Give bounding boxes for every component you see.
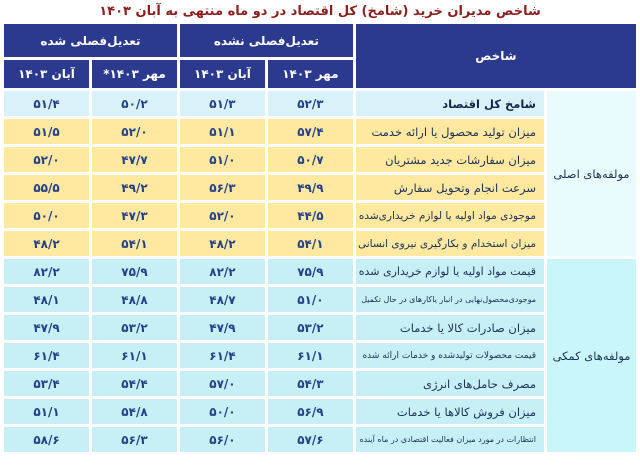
value-cell: ۵۲/۳ [267, 91, 353, 116]
value-cell: ۵۰/۰ [4, 203, 89, 228]
value-cell: ۴۷/۳ [92, 203, 177, 228]
row-label: شامخ کل اقتصاد [355, 91, 544, 116]
value-cell: ۵۴/۳ [267, 371, 353, 396]
value-cell: ۵۷/۶ [267, 427, 353, 452]
table-row: موجودی‌محصول‌نهایی در انبار یاکارهای در … [4, 287, 636, 312]
value-cell: ۵۴/۱ [92, 231, 177, 256]
table-row: میزان سفارشات جدید مشتریان ۵۰/۷ ۵۱/۰ ۴۷/… [4, 147, 636, 172]
row-label: موجودی مواد اولیه یا لوازم خریداری‌شده [355, 203, 544, 228]
value-cell: ۵۱/۱ [179, 119, 265, 144]
header-row-months: مهر ۱۴۰۳ آبان ۱۴۰۳ مهر ۱۴۰۳* آبان ۱۴۰۳ [4, 60, 636, 88]
group-cell-auxiliary: مولفه‌های کمکی [547, 259, 636, 452]
value-cell: ۴۹/۹ [267, 175, 353, 200]
value-cell: ۵۲/۰ [92, 119, 177, 144]
table-row: انتظارات در مورد میزان فعالیت اقتصادی در… [4, 427, 636, 452]
value-cell: ۴۸/۲ [4, 231, 89, 256]
table-row: میزان استخدام و بکارگیری نیروی انسانی ۵۴… [4, 231, 636, 256]
value-cell: ۵۲/۰ [4, 147, 89, 172]
header-col-aban-adjusted: آبان ۱۴۰۳ [4, 60, 89, 88]
value-cell: ۴۷/۹ [179, 315, 265, 340]
row-label: موجودی‌محصول‌نهایی در انبار یاکارهای در … [355, 287, 544, 312]
value-cell: ۵۶/۰ [179, 427, 265, 452]
value-cell: ۴۸/۷ [179, 287, 265, 312]
value-cell: ۵۳/۴ [4, 371, 89, 396]
value-cell: ۵۶/۹ [267, 399, 353, 424]
table-row: میزان صادرات کالا یا خدمات ۵۳/۲ ۴۷/۹ ۵۳/… [4, 315, 636, 340]
table-row: مولفه‌های کمکی قیمت مواد اولیه یا لوازم … [4, 259, 636, 452]
value-cell: ۴۸/۲ [179, 231, 265, 256]
value-cell: ۵۱/۰ [179, 147, 265, 172]
value-cell: ۵۶/۳ [92, 427, 177, 452]
value-cell: ۵۴/۱ [267, 231, 353, 256]
value-cell: ۸۲/۲ [4, 259, 89, 284]
value-cell: ۵۴/۸ [92, 399, 177, 424]
header-index: شاخص [355, 24, 636, 88]
row-label: قیمت محصولات تولیدشده و خدمات ارائه شده [355, 343, 544, 368]
value-cell: ۴۹/۲ [92, 175, 177, 200]
page-title: شاخص مدیران خرید (شامخ) کل اقتصاد در دو … [99, 4, 541, 19]
header-group-unadjusted: تعدیل‌فصلی نشده [179, 24, 353, 57]
table-row: میزان فروش کالاها یا خدمات ۵۶/۹ ۵۰/۰ ۵۴/… [4, 399, 636, 424]
row-label: سرعت انجام وتحویل سفارش [355, 175, 544, 200]
value-cell: ۵۷/۰ [179, 371, 265, 396]
value-cell: ۵۰/۲ [92, 91, 177, 116]
value-cell: ۵۱/۴ [4, 91, 89, 116]
value-cell: ۶۱/۴ [4, 343, 89, 368]
header-col-mehr-adjusted: مهر ۱۴۰۳* [92, 60, 177, 88]
value-cell: ۵۷/۴ [267, 119, 353, 144]
table-row: مولفه‌های اصلی شامخ کل اقتصاد ۵۲/۳ ۵۱/۳ … [4, 91, 636, 256]
value-cell: ۵۲/۰ [179, 203, 265, 228]
row-label: میزان فروش کالاها یا خدمات [355, 399, 544, 424]
table-row: قیمت محصولات تولیدشده و خدمات ارائه شده … [4, 343, 636, 368]
value-cell: ۷۵/۹ [92, 259, 177, 284]
value-cell: ۵۱/۱ [4, 399, 89, 424]
value-cell: ۵۱/۰ [267, 287, 353, 312]
table-row: میزان تولید محصول یا ارائه خدمت ۵۷/۴ ۵۱/… [4, 119, 636, 144]
value-cell: ۴۴/۵ [267, 203, 353, 228]
value-cell: ۵۱/۵ [4, 119, 89, 144]
value-cell: ۶۱/۱ [92, 343, 177, 368]
header-row-groups: شاخص تعدیل‌فصلی نشده تعدیل‌فصلی شده [4, 24, 636, 88]
row-label: میزان سفارشات جدید مشتریان [355, 147, 544, 172]
row-label: میزان تولید محصول یا ارائه خدمت [355, 119, 544, 144]
value-cell: ۴۸/۱ [4, 287, 89, 312]
value-cell: ۸۲/۲ [179, 259, 265, 284]
table-row: سرعت انجام وتحویل سفارش ۴۹/۹ ۵۶/۳ ۴۹/۲ ۵… [4, 175, 636, 200]
value-cell: ۵۳/۲ [267, 315, 353, 340]
header-col-aban-unadjusted: آبان ۱۴۰۳ [179, 60, 265, 88]
table-row: مصرف حامل‌های انرژی ۵۴/۳ ۵۷/۰ ۵۴/۴ ۵۳/۴ [4, 371, 636, 396]
row-label: میزان استخدام و بکارگیری نیروی انسانی [355, 231, 544, 256]
row-label: مصرف حامل‌های انرژی [355, 371, 544, 396]
row-label: قیمت مواد اولیه یا لوازم خریداری شده [355, 259, 544, 284]
pmi-table: شاخص تعدیل‌فصلی نشده تعدیل‌فصلی شده مهر … [1, 21, 639, 455]
value-cell: ۶۱/۴ [179, 343, 265, 368]
value-cell: ۵۴/۴ [92, 371, 177, 396]
value-cell: ۵۱/۳ [179, 91, 265, 116]
row-label: میزان صادرات کالا یا خدمات [355, 315, 544, 340]
row-label: انتظارات در مورد میزان فعالیت اقتصادی در… [355, 427, 544, 452]
value-cell: ۴۷/۹ [4, 315, 89, 340]
value-cell: ۷۵/۹ [267, 259, 353, 284]
group-cell-main: مولفه‌های اصلی [547, 91, 636, 256]
value-cell: ۵۳/۲ [92, 315, 177, 340]
header-group-adjusted: تعدیل‌فصلی شده [4, 24, 177, 57]
value-cell: ۵۵/۵ [4, 175, 89, 200]
header-col-mehr-unadjusted: مهر ۱۴۰۳ [267, 60, 353, 88]
value-cell: ۴۷/۷ [92, 147, 177, 172]
value-cell: ۶۱/۱ [267, 343, 353, 368]
value-cell: ۴۸/۸ [92, 287, 177, 312]
table-row: موجودی مواد اولیه یا لوازم خریداری‌شده ۴… [4, 203, 636, 228]
value-cell: ۵۰/۷ [267, 147, 353, 172]
value-cell: ۵۰/۰ [179, 399, 265, 424]
value-cell: ۵۸/۶ [4, 427, 89, 452]
pmi-report-page: شاخص مدیران خرید (شامخ) کل اقتصاد در دو … [0, 4, 640, 455]
value-cell: ۵۶/۳ [179, 175, 265, 200]
